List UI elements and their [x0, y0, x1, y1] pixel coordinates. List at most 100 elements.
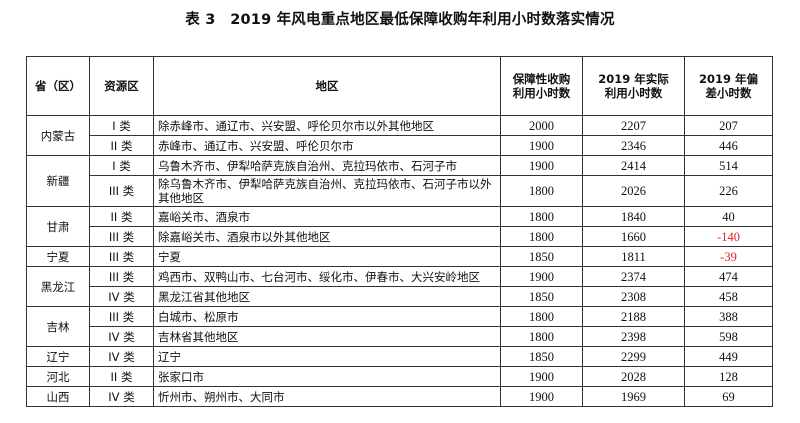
area-cell: 吉林省其他地区 — [153, 326, 501, 347]
guaranteed-hours-cell: 1900 — [500, 386, 583, 407]
header-deviation-hours: 2019 年偏差小时数 — [684, 56, 773, 116]
header-row: 省（区） 资源区 地区 保障性收购利用小时数 2019 年实际利用小时数 201… — [26, 56, 773, 116]
table-row: 新疆 I 类乌鲁木齐市、伊犁哈萨克族自治州、克拉玛依市、石河子市 1900 2414 5… — [26, 155, 773, 207]
area-cell: 鸡西市、双鸭山市、七台河市、绥化市、伊春市、大兴安岭地区 — [153, 266, 501, 287]
header-province: 省（区） — [26, 56, 90, 116]
table-row: III 类除嘉峪关市、酒泉市以外其他地区 1800 1660 -140 — [27, 226, 773, 247]
deviation-hours-cell: 40 — [684, 206, 773, 227]
deviation-hours-cell: 458 — [684, 286, 773, 307]
header-resource-zone: 资源区 — [89, 56, 154, 116]
resource-zone-cell: III 类 — [89, 246, 154, 267]
actual-hours-cell: 2028 — [582, 366, 685, 387]
resource-zone-cell: III 类 — [89, 175, 154, 207]
resource-zone-cell: II 类 — [89, 366, 154, 387]
area-cell: 辽宁 — [153, 346, 501, 367]
province-cell: 吉林 — [26, 306, 90, 347]
table-row: 辽宁 IV 类辽宁 1850 2299 449 — [26, 346, 773, 367]
header-area: 地区 — [153, 56, 501, 116]
province-cell: 宁夏 — [26, 246, 90, 267]
table-row: 吉林 III 类白城市、松原市 1800 2188 388 — [26, 306, 773, 347]
wind-power-hours-table: 省（区） 资源区 地区 保障性收购利用小时数 2019 年实际利用小时数 201… — [26, 56, 773, 407]
deviation-hours-cell: -140 — [684, 226, 773, 247]
area-cell: 除嘉峪关市、酒泉市以外其他地区 — [153, 226, 501, 247]
province-cell: 山西 — [26, 386, 90, 407]
deviation-hours-cell: -39 — [684, 246, 773, 267]
resource-zone-cell: IV 类 — [89, 386, 154, 407]
resource-zone-cell: II 类 — [89, 135, 154, 156]
resource-zone-cell: IV 类 — [89, 326, 154, 347]
table-row: III 类除乌鲁木齐市、伊犁哈萨克族自治州、克拉玛依市、石河子市以外其他地区 18… — [27, 175, 773, 207]
actual-hours-cell: 2026 — [582, 175, 685, 207]
actual-hours-cell: 2374 — [582, 266, 685, 287]
table-title: 表 3 2019 年风电重点地区最低保障收购年利用小时数落实情况 — [185, 12, 615, 28]
deviation-hours-cell: 449 — [684, 346, 773, 367]
guaranteed-hours-cell: 1900 — [500, 155, 583, 176]
resource-zone-cell: I 类 — [89, 155, 154, 176]
resource-zone-cell: III 类 — [89, 306, 154, 327]
province-cell: 河北 — [26, 366, 90, 387]
header-actual-hours: 2019 年实际利用小时数 — [582, 56, 685, 116]
resource-zone-cell: IV 类 — [89, 346, 154, 367]
actual-hours-cell: 2299 — [582, 346, 685, 367]
deviation-hours-cell: 598 — [684, 326, 773, 347]
actual-hours-cell: 1660 — [582, 226, 685, 247]
guaranteed-hours-cell: 1800 — [500, 226, 583, 247]
area-cell: 除乌鲁木齐市、伊犁哈萨克族自治州、克拉玛依市、石河子市以外其他地区 — [153, 175, 501, 207]
deviation-hours-cell: 128 — [684, 366, 773, 387]
table-row: 黑龙江 III 类鸡西市、双鸭山市、七台河市、绥化市、伊春市、大兴安岭地区 1900… — [26, 266, 773, 307]
deviation-hours-cell: 474 — [684, 266, 773, 287]
actual-hours-cell: 1811 — [582, 246, 685, 267]
province-cell: 内蒙古 — [26, 115, 90, 156]
deviation-hours-cell: 69 — [684, 386, 773, 407]
guaranteed-hours-cell: 2000 — [500, 115, 583, 136]
resource-zone-cell: I 类 — [89, 115, 154, 136]
province-cell: 新疆 — [26, 155, 90, 207]
resource-zone-cell: III 类 — [89, 226, 154, 247]
table-row: 河北 II 类张家口市 1900 2028 128 — [26, 366, 773, 387]
table-row: 甘肃 II 类嘉峪关市、酒泉市 1800 1840 40 — [26, 206, 773, 247]
guaranteed-hours-cell: 1900 — [500, 266, 583, 287]
guaranteed-hours-cell: 1900 — [500, 366, 583, 387]
area-cell: 忻州市、朔州市、大同市 — [153, 386, 501, 407]
area-cell: 宁夏 — [153, 246, 501, 267]
deviation-hours-cell: 388 — [684, 306, 773, 327]
guaranteed-hours-cell: 1800 — [500, 206, 583, 227]
deviation-hours-cell: 207 — [684, 115, 773, 136]
actual-hours-cell: 2414 — [582, 155, 685, 176]
deviation-hours-cell: 514 — [684, 155, 773, 176]
area-cell: 除赤峰市、通辽市、兴安盟、呼伦贝尔市以外其他地区 — [153, 115, 501, 136]
area-cell: 乌鲁木齐市、伊犁哈萨克族自治州、克拉玛依市、石河子市 — [153, 155, 501, 176]
actual-hours-cell: 2188 — [582, 306, 685, 327]
table-row: 山西 IV 类忻州市、朔州市、大同市 1900 1969 69 — [26, 386, 773, 407]
guaranteed-hours-cell: 1800 — [500, 175, 583, 207]
province-cell: 辽宁 — [26, 346, 90, 367]
province-cell: 甘肃 — [26, 206, 90, 247]
actual-hours-cell: 2346 — [582, 135, 685, 156]
area-cell: 嘉峪关市、酒泉市 — [153, 206, 501, 227]
resource-zone-cell: III 类 — [89, 266, 154, 287]
table-row: II 类赤峰市、通辽市、兴安盟、呼伦贝尔市 1900 2346 446 — [27, 135, 773, 156]
table-row: IV 类吉林省其他地区 1800 2398 598 — [27, 326, 773, 347]
table-row: IV 类黑龙江省其他地区 1850 2308 458 — [27, 286, 773, 307]
guaranteed-hours-cell: 1900 — [500, 135, 583, 156]
table-row: 宁夏 III 类宁夏 1850 1811 -39 — [26, 246, 773, 267]
table-row: 内蒙古 I 类除赤峰市、通辽市、兴安盟、呼伦贝尔市以外其他地区 2000 2207 20… — [26, 115, 773, 156]
actual-hours-cell: 2207 — [582, 115, 685, 136]
actual-hours-cell: 1969 — [582, 386, 685, 407]
guaranteed-hours-cell: 1850 — [500, 246, 583, 267]
guaranteed-hours-cell: 1850 — [500, 286, 583, 307]
guaranteed-hours-cell: 1850 — [500, 346, 583, 367]
resource-zone-cell: II 类 — [89, 206, 154, 227]
province-cell: 黑龙江 — [26, 266, 90, 307]
guaranteed-hours-cell: 1800 — [500, 306, 583, 327]
header-guaranteed-hours: 保障性收购利用小时数 — [500, 56, 583, 116]
actual-hours-cell: 2308 — [582, 286, 685, 307]
guaranteed-hours-cell: 1800 — [500, 326, 583, 347]
actual-hours-cell: 1840 — [582, 206, 685, 227]
area-cell: 黑龙江省其他地区 — [153, 286, 501, 307]
deviation-hours-cell: 446 — [684, 135, 773, 156]
resource-zone-cell: IV 类 — [89, 286, 154, 307]
actual-hours-cell: 2398 — [582, 326, 685, 347]
deviation-hours-cell: 226 — [684, 175, 773, 207]
area-cell: 白城市、松原市 — [153, 306, 501, 327]
